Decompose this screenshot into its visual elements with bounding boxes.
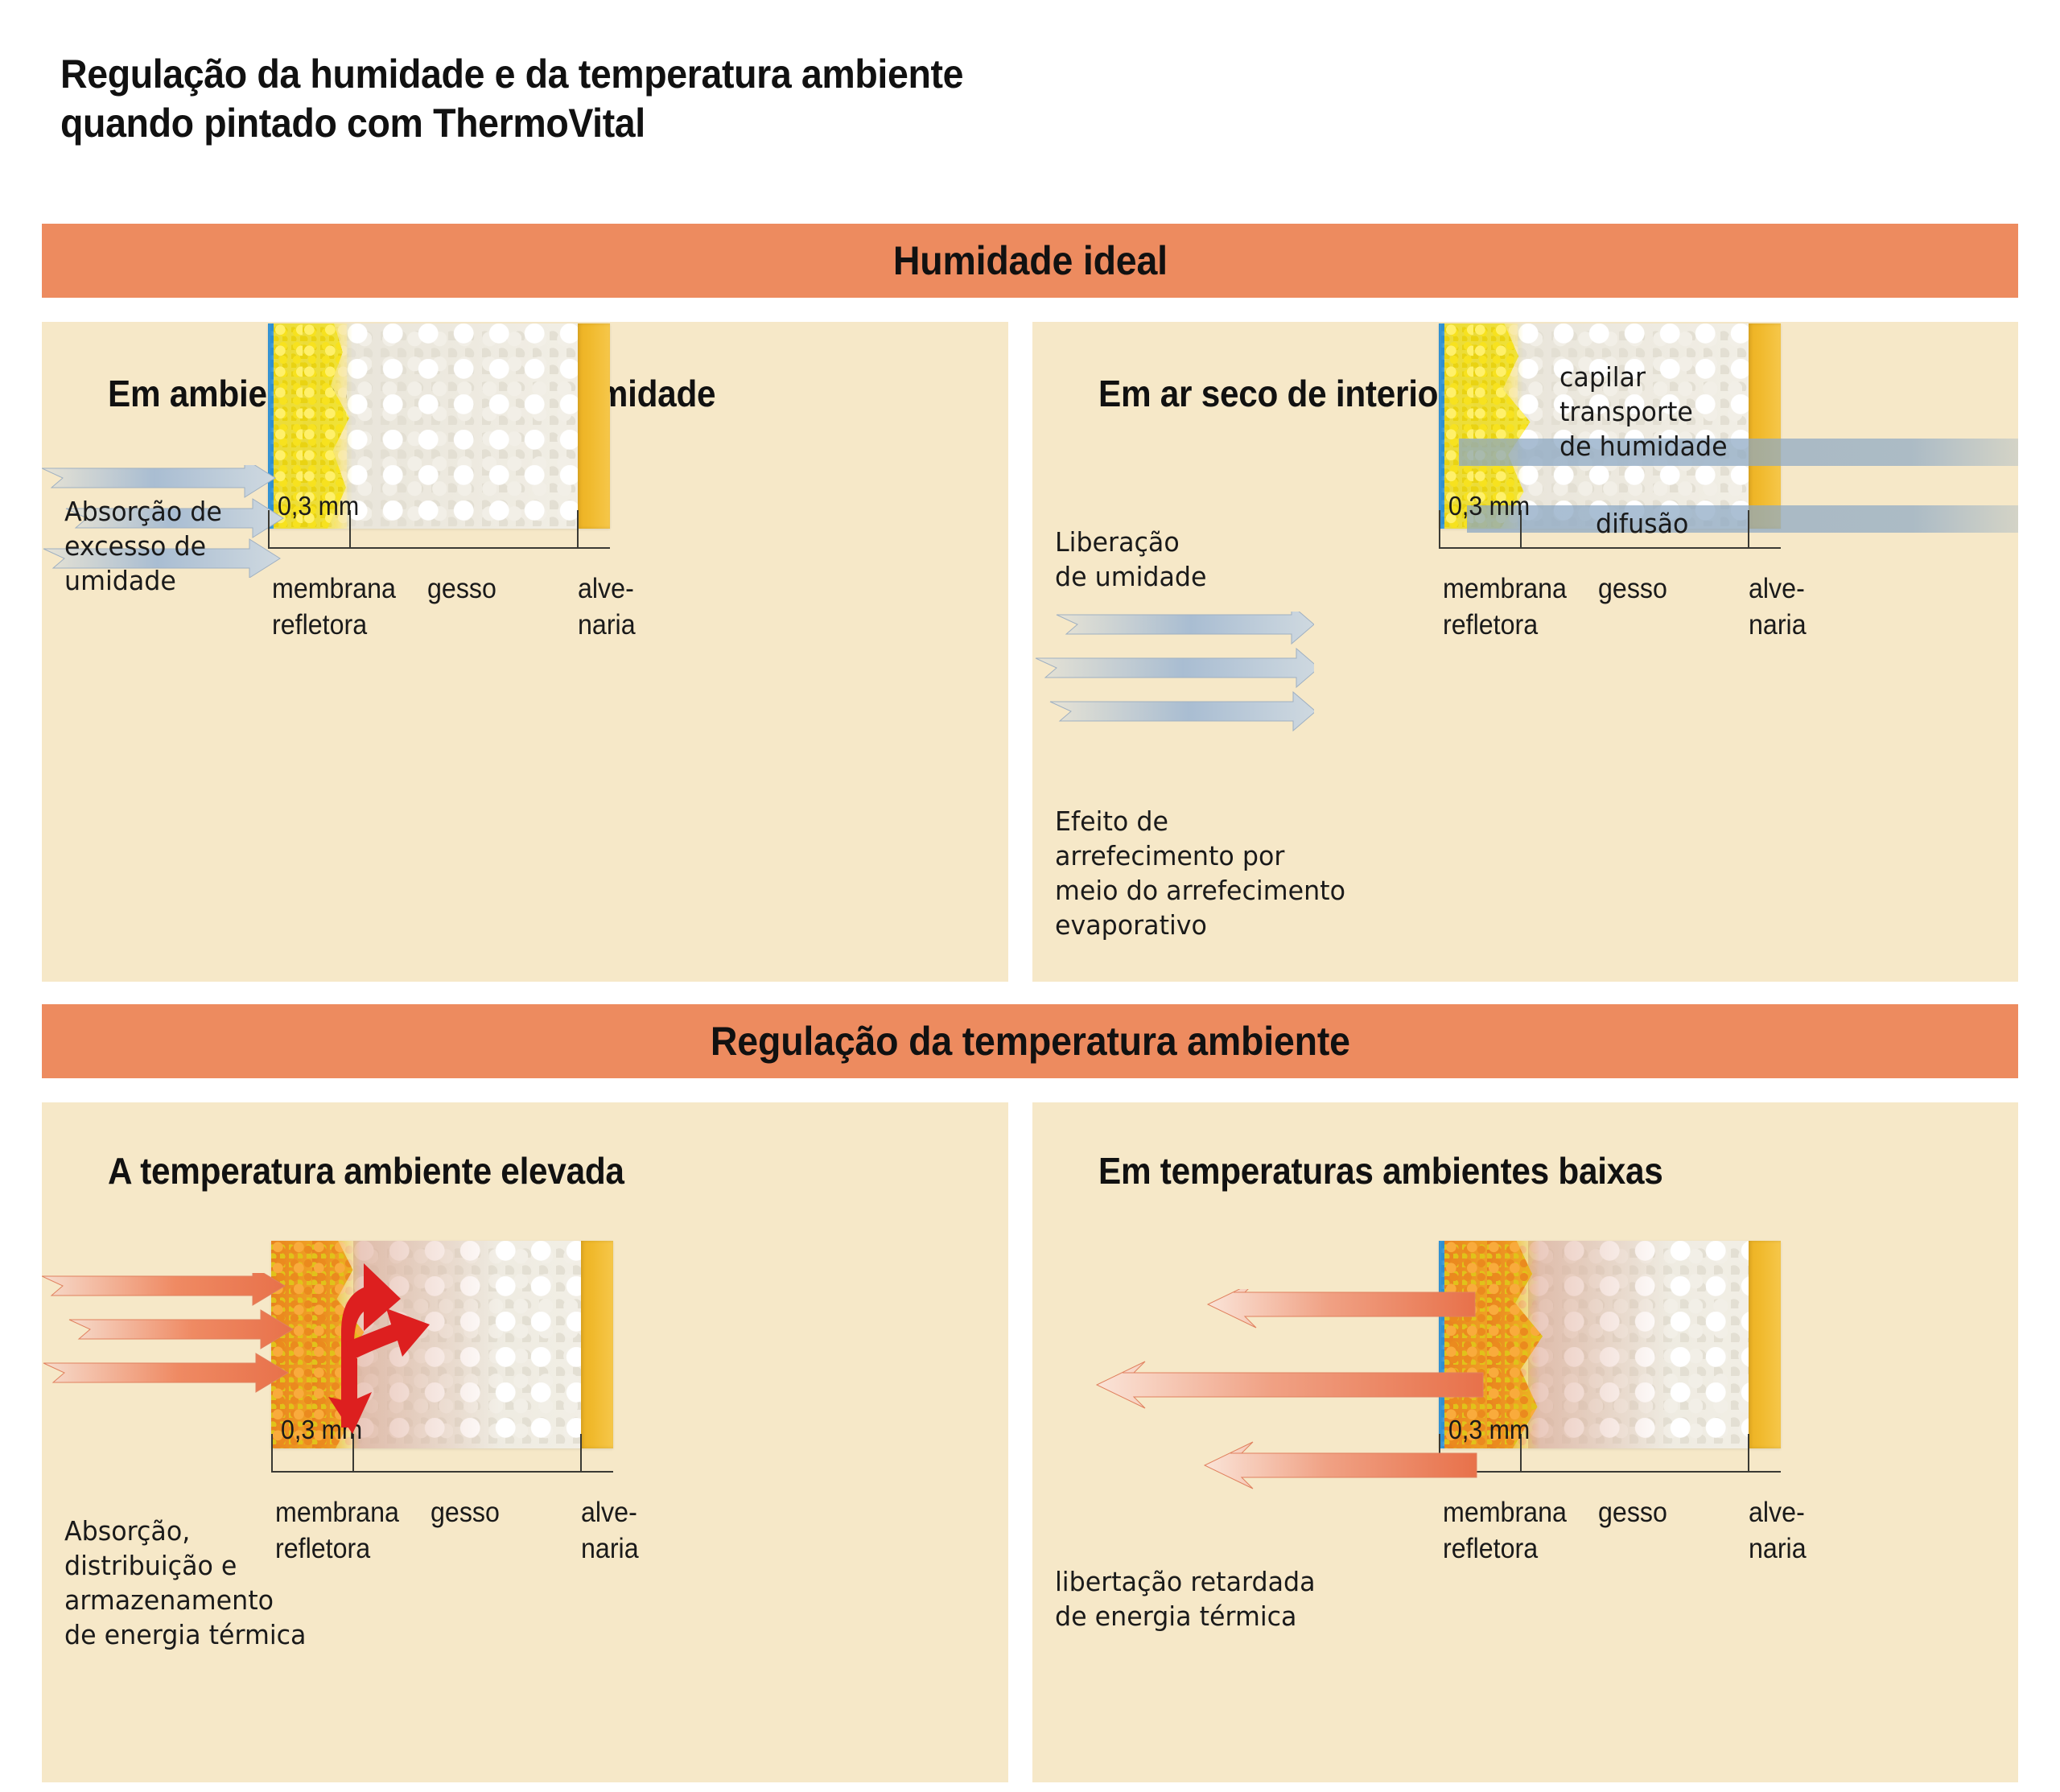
absorption-label: Absorção de excesso de umidade [64, 496, 222, 596]
delayed-release-label: libertação retardada de energia térmica [1055, 1566, 1316, 1632]
panel-low-room-temperature: Em temperaturas ambientes baixas liberta… [1032, 1102, 2018, 1782]
release-label: Liberação de umidade [1055, 526, 1207, 592]
heat-absorption-label: Absorção, distribuição e armazenamento d… [64, 1515, 307, 1650]
ruler-baseline [268, 547, 610, 549]
wall-cross-section [271, 1241, 613, 1448]
page-title: Regulação da humidade e da temperatura a… [60, 50, 1333, 148]
ruler-caption-plaster: gesso [431, 1497, 500, 1528]
wall-layers [1439, 1241, 1781, 1448]
moisture-release-arrows [1035, 612, 1314, 732]
ruler-caption-membrane: membrana refletora [275, 1497, 399, 1564]
evaporative-cooling-label: Efeito de arrefecimento por meio do arre… [1055, 805, 1345, 941]
section-banner-temperature-label: Regulação da temperatura ambiente [710, 1019, 1350, 1064]
ruler-caption-membrane: membrana refletora [272, 573, 396, 641]
panel-dry-indoor-air-title: Em ar seco de interior [1098, 373, 1452, 414]
ruler-tick-membrane-end [349, 510, 351, 549]
wall-layers [268, 323, 610, 529]
panel-high-room-temperature: A temperatura ambiente elevada Absorção,… [42, 1102, 1008, 1782]
panel-dry-indoor-air: Em ar seco de interior Liberação de umid… [1032, 322, 2018, 982]
capillary-transport-band [1459, 439, 2018, 466]
ruler-tick-membrane-end [352, 1434, 354, 1473]
page-title-line-1: Regulação da humidade e da temperatura a… [60, 51, 964, 97]
panel-low-room-temperature-title: Em temperaturas ambientes baixas [1098, 1150, 1663, 1192]
moisture-absorption-arrows [42, 465, 284, 578]
layer-masonry [577, 323, 610, 529]
ruler-baseline [271, 1471, 613, 1473]
ruler-baseline [1439, 1471, 1781, 1473]
ruler-tick-membrane-end [1520, 510, 1522, 549]
layer-reflective-film [1439, 323, 1448, 529]
ruler-tick-membrane-end [1520, 1434, 1522, 1473]
ruler-value-0-3mm: 0,3 mm [1448, 491, 1531, 521]
ruler-tick-start [268, 510, 270, 549]
diffusion-label: difusão [1596, 508, 1689, 539]
section-banner-humidity-label: Humidade ideal [892, 238, 1168, 283]
ruler-caption-plaster: gesso [427, 573, 496, 604]
heat-distribution-arrows [328, 1263, 430, 1434]
ruler-caption-masonry: alve- naria [581, 1497, 639, 1564]
layer-masonry [1748, 1241, 1781, 1448]
layer-plaster [1527, 1241, 1757, 1448]
heat-release-arrows [1095, 1289, 1484, 1489]
ruler-caption-plaster: gesso [1598, 1497, 1667, 1528]
panel-high-humidity: Em ambientes com elevada humidade Absorç… [42, 322, 1008, 982]
layer-reflective-film [1439, 1241, 1448, 1448]
wall-layers [271, 1241, 613, 1448]
wall-layers [1439, 323, 1781, 529]
ruler-tick-masonry-start [577, 510, 579, 549]
layer-plaster [346, 323, 587, 529]
layer-reflective-film [268, 323, 277, 529]
layer-masonry [1748, 323, 1781, 529]
ruler-tick-start [1439, 510, 1440, 549]
ruler-tick-start [271, 1434, 273, 1473]
ruler-caption-membrane: membrana refletora [1443, 573, 1567, 641]
ruler-tick-masonry-start [1748, 510, 1749, 549]
ruler-caption-masonry: alve- naria [578, 573, 636, 641]
ruler-caption-masonry: alve- naria [1749, 573, 1807, 641]
panel-high-room-temperature-title: A temperatura ambiente elevada [108, 1150, 624, 1192]
ruler-value-0-3mm: 0,3 mm [1448, 1415, 1531, 1444]
ruler-tick-masonry-start [1748, 1434, 1749, 1473]
layer-masonry [580, 1241, 613, 1448]
ruler-caption-membrane: membrana refletora [1443, 1497, 1567, 1564]
wall-cross-section [1439, 323, 1781, 529]
ruler-tick-masonry-start [580, 1434, 582, 1473]
diffusion-band [1467, 505, 2018, 533]
section-banner-temperature: Regulação da temperatura ambiente [42, 1004, 2018, 1078]
section-banner-humidity: Humidade ideal [42, 224, 2018, 298]
wall-cross-section [1439, 1241, 1781, 1448]
capillary-transport-label: capilar transporte de humidade [1559, 361, 1728, 462]
ruler-caption-plaster: gesso [1598, 573, 1667, 604]
wall-cross-section [268, 323, 610, 529]
page-title-line-2: quando pintado com ThermoVital [60, 101, 645, 146]
ruler-value-0-3mm: 0,3 mm [278, 491, 360, 521]
heat-input-arrows [42, 1273, 294, 1393]
ruler-baseline [1439, 547, 1781, 549]
ruler-caption-masonry: alve- naria [1749, 1497, 1807, 1564]
